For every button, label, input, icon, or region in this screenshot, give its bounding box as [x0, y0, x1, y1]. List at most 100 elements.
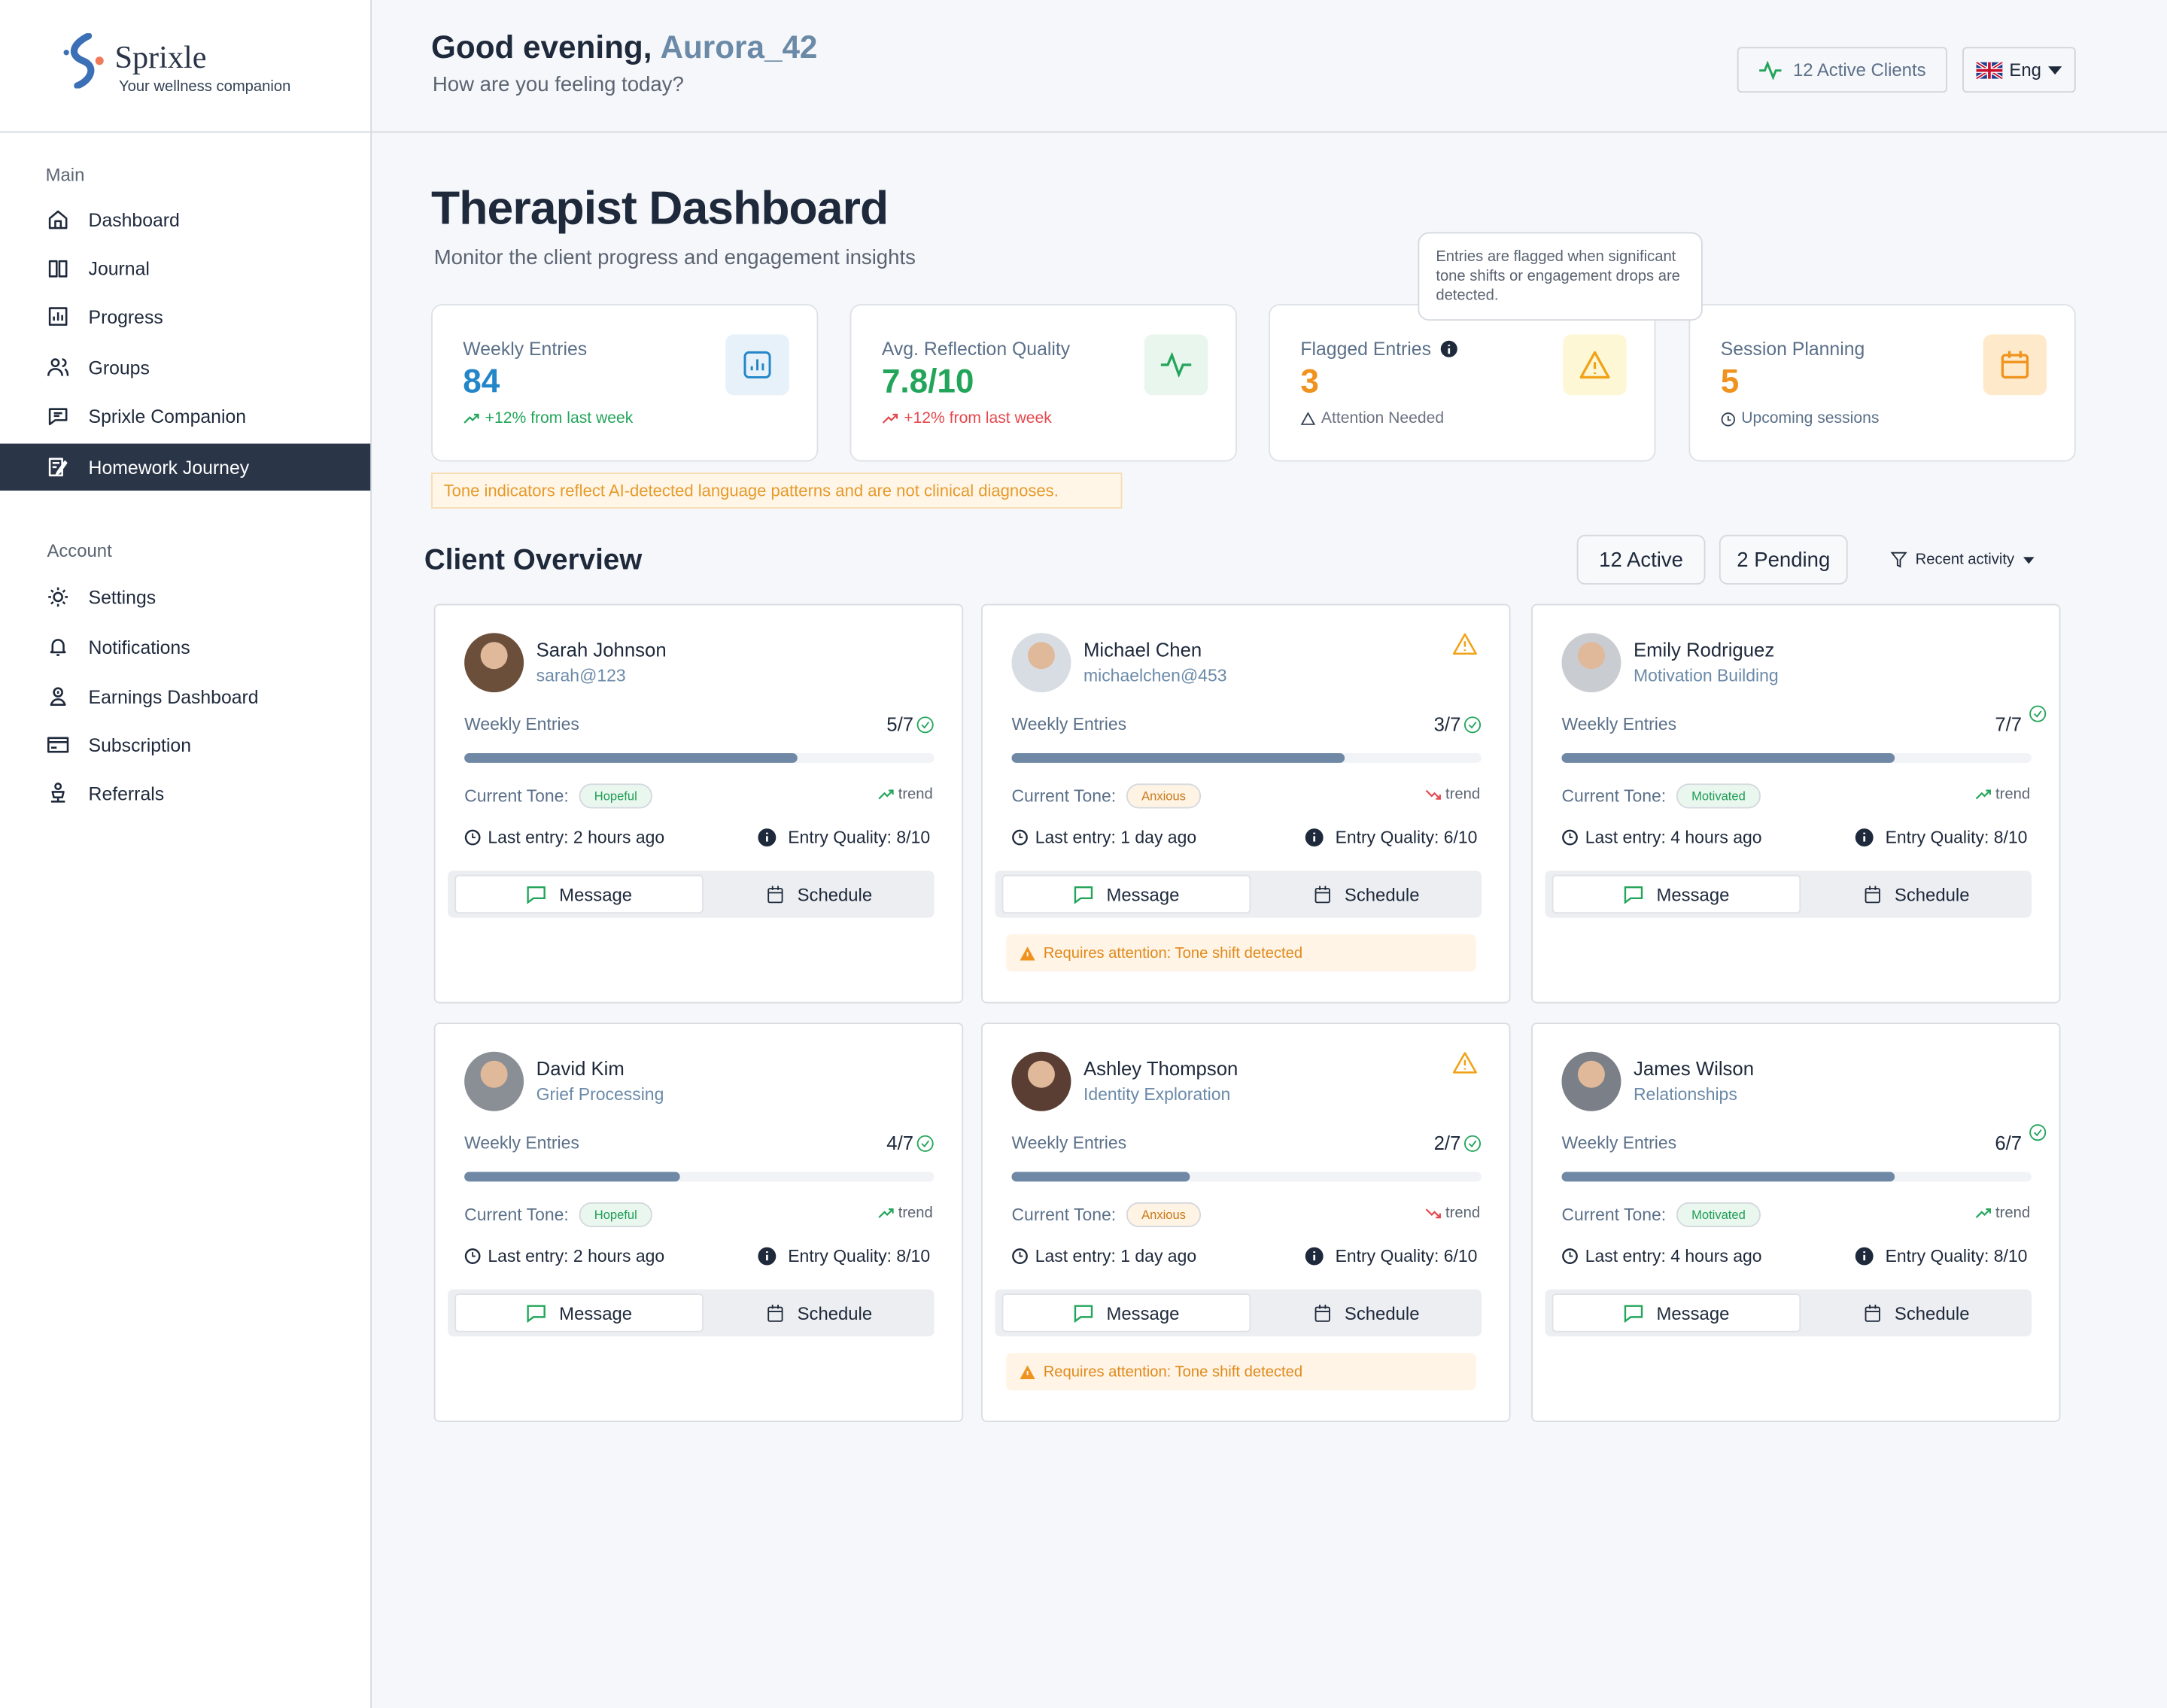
last-entry: Last entry: 1 day ago — [1011, 828, 1196, 847]
avatar — [1561, 633, 1621, 693]
last-entry-text: Last entry: 4 hours ago — [1585, 1246, 1762, 1266]
button-label: Schedule — [1894, 883, 1970, 905]
icon — [50, 639, 66, 656]
stat-value: 3 — [1300, 363, 1319, 401]
schedule-button[interactable]: Schedule — [710, 875, 928, 913]
action-row: Message Schedule — [448, 871, 935, 918]
button-label: Message — [1656, 883, 1730, 905]
check-icon — [2029, 1123, 2047, 1148]
progress-bar — [1561, 1172, 1895, 1182]
trend-label: trend — [1445, 1205, 1481, 1222]
section-label: Account — [47, 540, 112, 561]
progress-track — [1011, 753, 1482, 763]
sidebar: Sprixle Your wellness companion Main Acc… — [0, 0, 372, 1708]
weekly-entries: 5/7 — [886, 713, 934, 735]
nav-item[interactable]: Journal — [0, 246, 370, 290]
entry-quality: Entry Quality: 8/10 — [1855, 1247, 2027, 1266]
nav-item[interactable]: Sprixle Companion — [0, 394, 370, 438]
progress-bar — [464, 753, 798, 763]
entry-quality-text: Entry Quality: 6/10 — [1335, 828, 1478, 847]
stat-note: Upcoming sessions — [1721, 410, 1879, 427]
tone-label: Current Tone: — [464, 1205, 569, 1225]
section-label: Main — [45, 164, 85, 186]
stat-card: Flagged Entries 3 Attention Needed — [1269, 304, 1656, 462]
stat-label-text: Avg. Reflection Quality — [881, 338, 1071, 360]
nav-item[interactable]: Homework Journey — [0, 443, 371, 491]
nav-item[interactable]: Dashboard — [0, 198, 370, 242]
last-entry: Last entry: 1 day ago — [1011, 1247, 1196, 1266]
sort-select[interactable]: Recent activity — [1890, 547, 2034, 572]
message-button[interactable]: Message — [454, 1293, 704, 1333]
trend: trend — [877, 1205, 933, 1222]
language-select[interactable]: Eng — [1962, 47, 2076, 93]
progress-track — [464, 753, 935, 763]
filter-pending[interactable]: 2 Pending — [1719, 534, 1848, 585]
message-button[interactable]: Message — [1001, 1293, 1251, 1333]
trend: trend — [1975, 1205, 2030, 1222]
nav-label: Referrals — [88, 783, 165, 804]
tone-label: Current Tone: — [1561, 786, 1667, 806]
disclaimer: Tone indicators reflect AI-detected lang… — [431, 473, 1123, 509]
alert-text: Requires attention: Tone shift detected — [1043, 944, 1303, 962]
message-button[interactable]: Message — [454, 874, 704, 914]
weekly-entries: 3/7 — [1434, 713, 1482, 735]
avatar — [464, 633, 524, 693]
client-subtitle: sarah@123 — [536, 666, 626, 686]
tooltip: Entries are flagged when significant ton… — [1418, 232, 1703, 321]
nav-label: Earnings Dashboard — [88, 685, 259, 707]
nav-item[interactable]: Progress — [0, 294, 370, 339]
nav-item[interactable]: Subscription — [0, 723, 370, 767]
avatar — [1011, 1051, 1071, 1111]
client-card: Sarah Johnson sarah@123 Weekly Entries 5… — [433, 603, 964, 1004]
client-subtitle: Grief Processing — [536, 1084, 664, 1105]
message-button[interactable]: Message — [1552, 874, 1801, 914]
stat-value: 5 — [1720, 363, 1740, 401]
client-subtitle: Relationships — [1633, 1084, 1737, 1105]
tone-label: Current Tone: — [1011, 1205, 1117, 1225]
nav-item[interactable]: Referrals — [0, 771, 370, 816]
entry-quality-text: Entry Quality: 8/10 — [788, 828, 931, 847]
icon — [48, 408, 68, 426]
tone-label: Current Tone: — [1561, 1205, 1667, 1225]
entry-quality: Entry Quality: 8/10 — [758, 828, 930, 847]
active-clients-button[interactable]: 12 Active Clients — [1737, 47, 1947, 93]
schedule-button[interactable]: Schedule — [1257, 875, 1476, 913]
nav-label: Journal — [88, 257, 150, 279]
last-entry-text: Last entry: 2 hours ago — [488, 1246, 665, 1266]
stat-card: Avg. Reflection Quality 7.8/10 +12% from… — [849, 304, 1237, 462]
schedule-button[interactable]: Schedule — [710, 1293, 928, 1332]
attention-alert: Requires attention: Tone shift detected — [1006, 1353, 1476, 1390]
button-label: Message — [1106, 883, 1180, 905]
entries-value: 7/7 — [1995, 713, 2023, 736]
nav-item[interactable]: Earnings Dashboard — [0, 674, 370, 719]
trend: trend — [1424, 786, 1480, 803]
message-button[interactable]: Message — [1001, 874, 1251, 914]
schedule-button[interactable]: Schedule — [1257, 1293, 1476, 1332]
filter-active[interactable]: 12 Active — [1576, 534, 1706, 585]
stat-label: Flagged Entries — [1300, 339, 1457, 360]
nav-label: Groups — [88, 357, 150, 378]
tone-badge: Hopeful — [579, 1202, 652, 1227]
schedule-button[interactable]: Schedule — [1807, 875, 2026, 913]
action-row: Message Schedule — [995, 871, 1482, 918]
nav-label: Sprixle Companion — [88, 406, 247, 427]
schedule-button[interactable]: Schedule — [1807, 1293, 2026, 1332]
stat-icon — [1983, 334, 2047, 396]
weekly-entries-label: Weekly Entries — [1561, 1133, 1677, 1153]
nav-item[interactable]: Settings — [0, 575, 370, 619]
last-entry: Last entry: 2 hours ago — [464, 828, 664, 847]
weekly-entries: 4/7 — [886, 1132, 934, 1154]
trend: trend — [877, 786, 933, 803]
message-button[interactable]: Message — [1552, 1293, 1801, 1333]
warning-icon — [1452, 1052, 1477, 1081]
client-subtitle: Motivation Building — [1633, 666, 1779, 686]
nav-item[interactable]: Groups — [0, 345, 370, 390]
nav-item[interactable]: Notifications — [0, 625, 370, 669]
weekly-entries-label: Weekly Entries — [1561, 714, 1677, 734]
stat-icon — [725, 334, 789, 396]
stat-note-text: +12% from last week — [485, 410, 634, 427]
client-card: James Wilson Relationships Weekly Entrie… — [1531, 1023, 2061, 1422]
entry-quality: Entry Quality: 6/10 — [1305, 1247, 1477, 1266]
entries-value: 6/7 — [1995, 1132, 2023, 1154]
warning-icon — [1452, 633, 1477, 662]
